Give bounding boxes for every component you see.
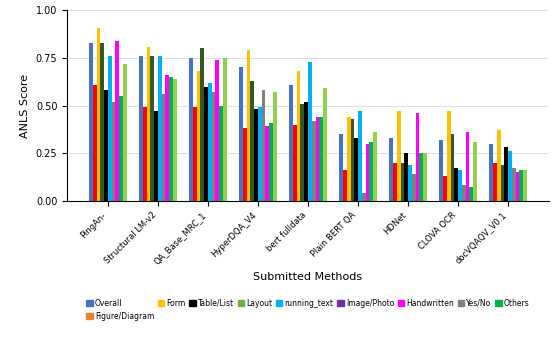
Bar xyxy=(297,71,301,201)
Bar xyxy=(108,56,111,201)
Bar xyxy=(412,174,416,201)
Bar xyxy=(304,102,308,201)
Bar xyxy=(308,62,312,201)
Bar xyxy=(423,153,427,201)
Bar xyxy=(151,56,154,201)
Bar xyxy=(223,58,227,201)
Bar xyxy=(440,140,443,201)
Bar xyxy=(250,81,254,201)
Bar xyxy=(301,104,304,201)
Bar xyxy=(115,41,119,201)
Bar xyxy=(354,138,358,201)
Bar xyxy=(216,60,219,201)
Bar xyxy=(362,193,366,201)
Bar xyxy=(269,123,273,201)
Bar xyxy=(389,138,393,201)
Bar xyxy=(119,96,123,201)
Bar xyxy=(501,165,505,201)
Bar xyxy=(139,56,143,201)
Bar xyxy=(351,119,354,201)
Bar xyxy=(512,169,516,201)
Bar xyxy=(162,94,165,201)
Bar xyxy=(373,132,377,201)
Bar xyxy=(400,163,404,201)
Bar xyxy=(366,144,369,201)
Bar xyxy=(451,134,454,201)
Bar xyxy=(93,84,96,201)
Bar xyxy=(247,50,250,201)
Bar xyxy=(89,43,93,201)
Bar xyxy=(169,77,173,201)
Bar xyxy=(458,170,462,201)
Bar xyxy=(258,108,262,201)
Bar xyxy=(143,108,147,201)
Bar xyxy=(469,188,473,201)
Bar xyxy=(523,170,527,201)
Bar xyxy=(123,64,127,201)
Bar xyxy=(243,128,247,201)
Bar xyxy=(462,185,465,201)
Bar xyxy=(520,170,523,201)
Legend: Overall, Figure/Diagram, Form, Table/List, Layout, running_text, Image/Photo, Ha: Overall, Figure/Diagram, Form, Table/Lis… xyxy=(83,296,533,324)
Bar xyxy=(454,169,458,201)
Bar xyxy=(508,151,512,201)
Bar xyxy=(189,58,193,201)
Bar xyxy=(516,172,520,201)
Bar xyxy=(416,113,419,201)
Bar xyxy=(154,111,158,201)
Bar xyxy=(96,28,100,201)
Bar xyxy=(489,144,493,201)
X-axis label: Submitted Methods: Submitted Methods xyxy=(254,272,362,282)
Bar xyxy=(200,48,204,201)
Bar xyxy=(273,92,277,201)
Bar xyxy=(319,117,323,201)
Bar xyxy=(173,79,176,201)
Bar xyxy=(397,111,400,201)
Bar xyxy=(312,121,315,201)
Bar xyxy=(254,109,258,201)
Bar xyxy=(158,56,162,201)
Bar xyxy=(204,86,208,201)
Bar xyxy=(473,142,477,201)
Bar xyxy=(289,84,293,201)
Bar xyxy=(447,111,451,201)
Bar xyxy=(239,67,243,201)
Bar xyxy=(147,47,151,201)
Bar xyxy=(497,130,501,201)
Bar xyxy=(493,163,497,201)
Bar xyxy=(347,117,351,201)
Bar xyxy=(505,147,508,201)
Bar xyxy=(369,142,373,201)
Bar xyxy=(165,75,169,201)
Bar xyxy=(265,127,269,201)
Bar xyxy=(408,165,412,201)
Bar xyxy=(212,92,216,201)
Bar xyxy=(104,90,108,201)
Y-axis label: ANLS Score: ANLS Score xyxy=(20,73,30,138)
Bar xyxy=(100,43,104,201)
Bar xyxy=(315,117,319,201)
Bar xyxy=(339,134,343,201)
Bar xyxy=(193,108,197,201)
Bar xyxy=(323,89,327,201)
Bar xyxy=(358,111,362,201)
Bar xyxy=(443,176,447,201)
Bar xyxy=(465,132,469,201)
Bar xyxy=(419,153,423,201)
Bar xyxy=(111,102,115,201)
Bar xyxy=(393,163,397,201)
Bar xyxy=(197,71,200,201)
Bar xyxy=(262,90,265,201)
Bar xyxy=(343,170,347,201)
Bar xyxy=(208,83,212,201)
Bar xyxy=(219,106,223,201)
Bar xyxy=(404,153,408,201)
Bar xyxy=(293,125,297,201)
